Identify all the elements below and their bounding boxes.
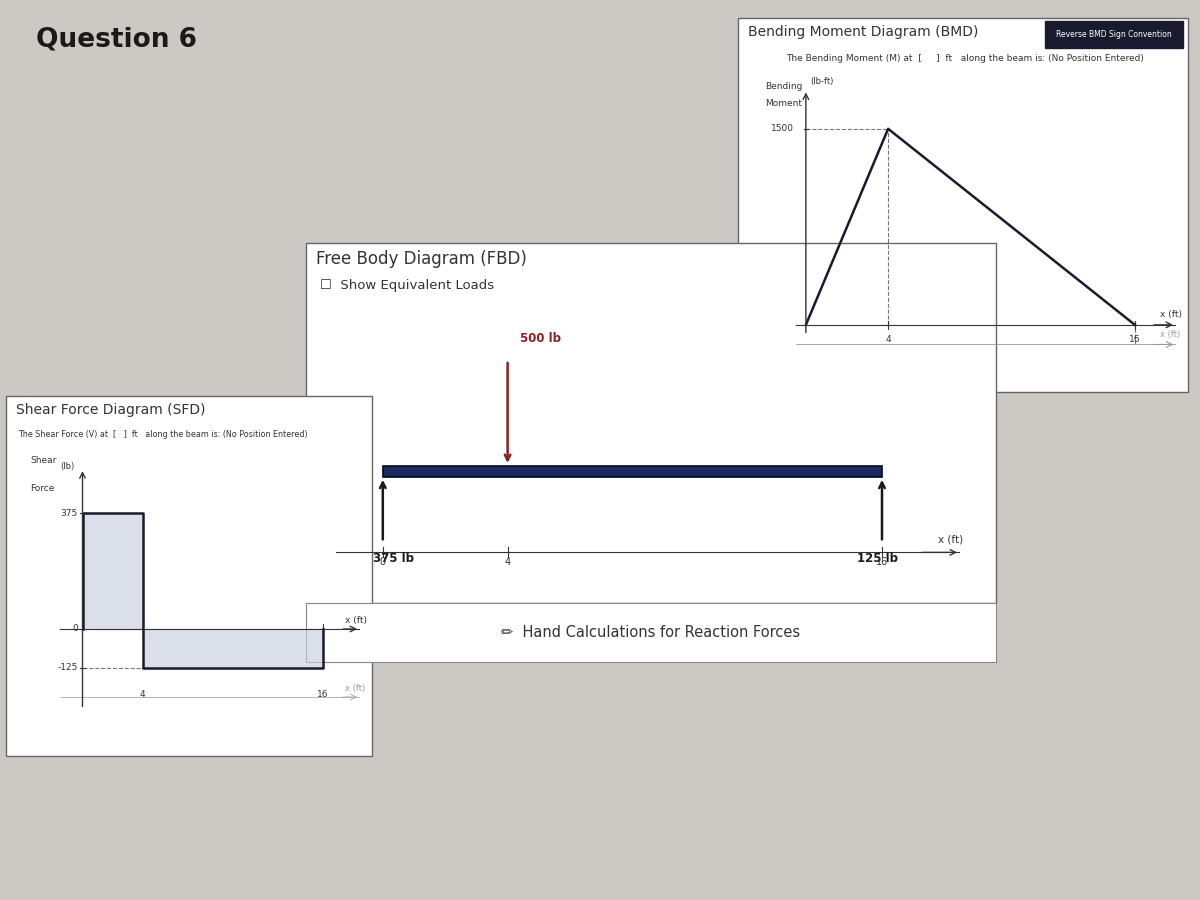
Text: (lb): (lb) (60, 463, 74, 472)
Bar (306, 243, 996, 603)
Text: Question 6: Question 6 (36, 27, 197, 53)
Text: Force: Force (30, 484, 54, 493)
Text: -125: -125 (58, 663, 78, 672)
Text: 16: 16 (1129, 335, 1141, 344)
Text: Shear: Shear (30, 456, 56, 465)
Text: 125 lb: 125 lb (857, 553, 898, 565)
Text: 375 lb: 375 lb (373, 553, 414, 565)
Text: x (ft): x (ft) (938, 535, 964, 544)
Text: Bending Moment Diagram (BMD): Bending Moment Diagram (BMD) (748, 25, 978, 40)
Text: The Shear Force (V) at  [   ]  ft   along the beam is: (No Position Entered): The Shear Force (V) at [ ] ft along the … (18, 430, 307, 439)
Bar (738, 18, 1188, 392)
Text: 4: 4 (886, 335, 890, 344)
Text: 375: 375 (61, 508, 78, 518)
Text: 0: 0 (72, 625, 78, 634)
Text: The Bending Moment (M) at  [     ]  ft   along the beam is: (No Position Entered: The Bending Moment (M) at [ ] ft along t… (786, 54, 1144, 63)
Text: Reverse BMD Sign Convention: Reverse BMD Sign Convention (1056, 30, 1172, 39)
Text: x (ft): x (ft) (1159, 310, 1182, 319)
Text: Moment: Moment (764, 99, 802, 108)
Text: x (ft): x (ft) (1159, 329, 1180, 338)
Bar (306, 603, 996, 662)
Text: 16: 16 (317, 690, 329, 699)
Bar (6, 396, 372, 756)
Text: Bending: Bending (764, 82, 802, 91)
Text: (lb-ft): (lb-ft) (810, 76, 833, 86)
Text: 4: 4 (504, 557, 511, 567)
Bar (1045, 21, 1183, 48)
Text: 4: 4 (139, 690, 145, 699)
Text: 1500: 1500 (770, 124, 793, 133)
Text: 500 lb: 500 lb (520, 332, 562, 345)
Text: Free Body Diagram (FBD): Free Body Diagram (FBD) (316, 250, 527, 268)
Text: Shear Force Diagram (SFD): Shear Force Diagram (SFD) (16, 403, 205, 418)
Text: 16: 16 (876, 557, 888, 567)
Text: 0: 0 (379, 557, 386, 567)
Text: ☐  Show Equivalent Loads: ☐ Show Equivalent Loads (320, 279, 494, 292)
Bar (383, 466, 882, 477)
Text: ✏  Hand Calculations for Reaction Forces: ✏ Hand Calculations for Reaction Forces (502, 625, 800, 640)
Text: x (ft): x (ft) (346, 684, 365, 693)
Text: x (ft): x (ft) (346, 616, 367, 625)
